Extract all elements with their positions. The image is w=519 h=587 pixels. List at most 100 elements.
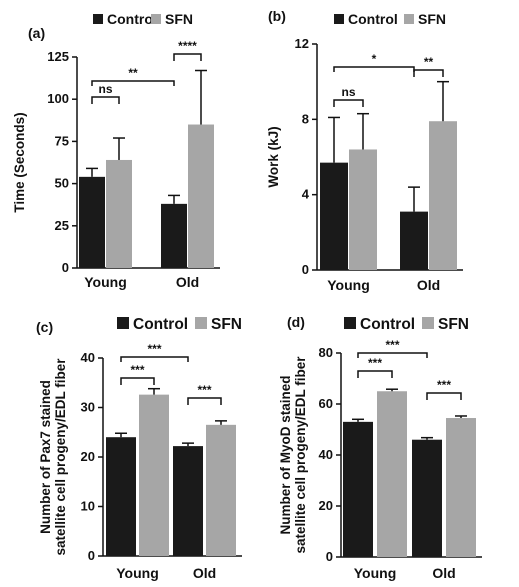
bar-old-control bbox=[161, 203, 187, 268]
significance-label: *** bbox=[437, 378, 451, 392]
y-tick-label: 60 bbox=[319, 396, 333, 411]
bar-old-sfn bbox=[206, 424, 236, 556]
y-axis-label-line: Number of Pax7 stained bbox=[38, 380, 53, 534]
legend-label-control: Control bbox=[107, 11, 157, 27]
panel-label: (b) bbox=[268, 8, 286, 24]
bar-young-sfn bbox=[106, 159, 132, 268]
significance-bracket bbox=[187, 397, 222, 405]
y-tick-label: 10 bbox=[81, 499, 95, 514]
bar-young-sfn bbox=[349, 149, 377, 270]
bar-young-sfn bbox=[377, 391, 407, 557]
y-tick-label: 50 bbox=[55, 176, 69, 191]
x-category-label: Young bbox=[84, 274, 127, 290]
y-tick-label: 20 bbox=[319, 498, 333, 513]
y-axis-label: Number of Pax7 stainedsatellite cell pro… bbox=[38, 358, 68, 556]
y-tick-label: 40 bbox=[319, 447, 333, 462]
chart-panel-4: (d) Control SFN 0 20 40 60 80 Number of MyoD sta… bbox=[278, 314, 482, 581]
x-category-label: Old bbox=[417, 277, 440, 293]
significance-bracket bbox=[333, 99, 364, 107]
legend-label-sfn: SFN bbox=[418, 11, 446, 27]
significance-label: ns bbox=[341, 85, 355, 99]
legend-swatch-sfn bbox=[422, 317, 434, 329]
y-tick-label: 40 bbox=[81, 350, 95, 365]
significance-bracket bbox=[413, 69, 444, 77]
significance-label: *** bbox=[368, 356, 382, 370]
y-tick-label: 0 bbox=[88, 548, 95, 563]
y-tick-label: 25 bbox=[55, 218, 69, 233]
legend-swatch-sfn bbox=[195, 317, 207, 329]
y-axis-label: Number of MyoD stainedsatellite cell pro… bbox=[278, 356, 308, 554]
y-tick-label: 12 bbox=[295, 36, 309, 51]
y-tick-label: 0 bbox=[62, 260, 69, 275]
significance-label: * bbox=[372, 52, 377, 66]
y-tick-label: 8 bbox=[302, 111, 309, 126]
bar-young-control bbox=[106, 437, 136, 556]
significance-label: *** bbox=[130, 363, 144, 377]
significance-bracket bbox=[333, 66, 415, 72]
legend-label-sfn: SFN bbox=[165, 11, 193, 27]
y-tick-label: 80 bbox=[319, 345, 333, 360]
significance-bracket bbox=[357, 352, 428, 358]
x-category-label: Young bbox=[327, 277, 370, 293]
bar-old-sfn bbox=[429, 121, 457, 270]
bar-young-control bbox=[79, 176, 105, 268]
bar-old-control bbox=[173, 446, 203, 556]
x-category-label: Old bbox=[176, 274, 199, 290]
legend-label-sfn: SFN bbox=[211, 316, 242, 333]
chart-panel-1: (a) Control SFN 0 25 50 75 100 125 Time (Seconds)… bbox=[12, 11, 220, 290]
legend-swatch-sfn bbox=[151, 14, 161, 24]
legend-swatch-control bbox=[334, 14, 344, 24]
panel-label: (d) bbox=[287, 314, 305, 330]
y-tick-label: 75 bbox=[55, 133, 69, 148]
significance-label: **** bbox=[178, 39, 197, 53]
panel-label: (c) bbox=[36, 319, 53, 335]
bar-old-sfn bbox=[446, 418, 476, 557]
legend-swatch-sfn bbox=[404, 14, 414, 24]
y-axis-label-line: Number of MyoD stained bbox=[278, 375, 293, 534]
x-category-label: Young bbox=[116, 565, 159, 581]
significance-label: *** bbox=[385, 338, 399, 352]
significance-bracket bbox=[91, 96, 120, 104]
significance-label: *** bbox=[197, 383, 211, 397]
bar-old-sfn bbox=[188, 124, 214, 269]
legend-swatch-control bbox=[117, 317, 129, 329]
significance-bracket bbox=[120, 377, 155, 385]
y-tick-label: 30 bbox=[81, 400, 95, 415]
x-category-label: Old bbox=[193, 565, 216, 581]
significance-bracket bbox=[120, 356, 189, 362]
y-tick-label: 0 bbox=[326, 549, 333, 564]
y-tick-label: 100 bbox=[47, 91, 69, 106]
legend-swatch-control bbox=[93, 14, 103, 24]
bar-old-control bbox=[400, 211, 428, 270]
bar-young-control bbox=[343, 421, 373, 557]
y-axis-label-line: satellite cell progeny/EDL fiber bbox=[293, 356, 308, 554]
y-axis-label: Time (Seconds) bbox=[12, 112, 27, 212]
bar-young-control bbox=[320, 162, 348, 270]
bar-young-sfn bbox=[139, 394, 169, 556]
legend-label-control: Control bbox=[360, 316, 415, 333]
y-tick-label: 0 bbox=[302, 262, 309, 277]
legend-label-control: Control bbox=[133, 316, 188, 333]
legend-label-sfn: SFN bbox=[438, 316, 469, 333]
significance-bracket bbox=[91, 80, 175, 86]
x-category-label: Old bbox=[432, 565, 455, 581]
significance-label: ** bbox=[128, 66, 138, 80]
legend-label-control: Control bbox=[348, 11, 398, 27]
panel-label: (a) bbox=[28, 25, 45, 41]
y-tick-label: 125 bbox=[47, 49, 69, 64]
y-tick-label: 20 bbox=[81, 449, 95, 464]
significance-bracket bbox=[357, 370, 393, 378]
y-axis-label-line: satellite cell progeny/EDL fiber bbox=[53, 358, 68, 556]
chart-panel-3: (c) Control SFN 0 10 20 30 40 Number of Pax7 sta… bbox=[36, 316, 242, 581]
significance-bracket bbox=[426, 392, 462, 400]
significance-label: ** bbox=[424, 55, 434, 69]
significance-label: ns bbox=[98, 82, 112, 96]
x-category-label: Young bbox=[354, 565, 397, 581]
y-tick-label: 4 bbox=[302, 187, 310, 202]
bar-old-control bbox=[412, 439, 442, 557]
significance-label: *** bbox=[147, 342, 161, 356]
legend-swatch-control bbox=[344, 317, 356, 329]
significance-bracket bbox=[173, 53, 202, 61]
